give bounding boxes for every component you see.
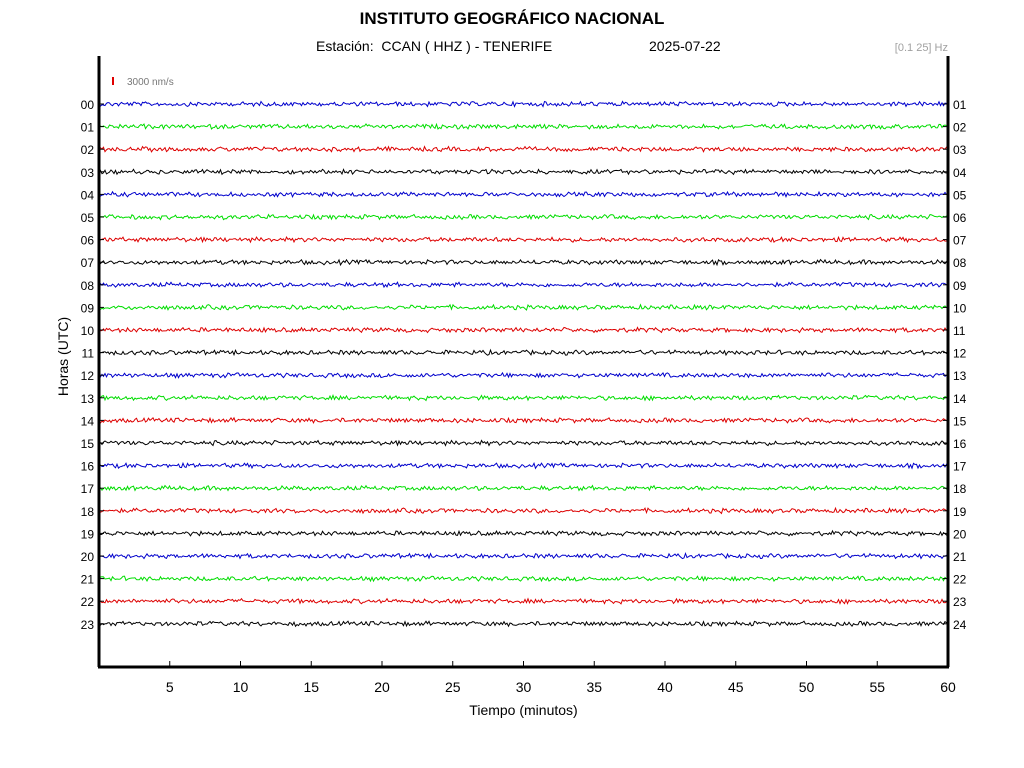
station-label: Estación:	[316, 38, 374, 54]
y-tick-label-left: 04	[81, 188, 95, 202]
trace-hour-22	[98, 597, 949, 605]
x-tick-label: 5	[166, 679, 174, 695]
y-tick-label-right: 24	[953, 618, 967, 632]
y-tick-label-left: 11	[82, 347, 95, 361]
y-tick-label-left: 07	[81, 256, 95, 270]
y-tick-label-right: 07	[953, 234, 967, 248]
x-tick-label: 50	[799, 679, 815, 695]
y-tick-label-right: 20	[953, 527, 967, 541]
frequency-band: [0.1 25] Hz	[894, 42, 948, 54]
y-tick-label-right: 23	[953, 595, 967, 609]
y-tick-label-right: 15	[953, 414, 967, 428]
x-tick-label: 45	[728, 679, 744, 695]
y-axis-label: Horas (UTC)	[55, 317, 71, 396]
trace-hour-05	[98, 213, 949, 221]
y-tick-label-right: 10	[953, 301, 967, 315]
y-tick-label-left: 10	[81, 324, 95, 338]
x-tick-label: 40	[657, 679, 673, 695]
trace-hour-18	[98, 506, 949, 515]
y-tick-label-left: 21	[81, 573, 95, 587]
y-tick-label-left: 18	[81, 505, 95, 519]
y-tick-label-right: 01	[953, 98, 967, 112]
y-tick-label-right: 18	[953, 482, 967, 496]
y-tick-label-left: 03	[81, 166, 95, 180]
trace-hour-00	[98, 100, 949, 108]
y-tick-label-right: 11	[953, 324, 966, 338]
chart-title: INSTITUTO GEOGRÁFICO NACIONAL	[359, 9, 665, 28]
y-tick-label-left: 02	[81, 143, 95, 157]
x-tick-label: 15	[303, 679, 319, 695]
y-tick-label-right: 17	[953, 460, 967, 474]
y-tick-label-right: 08	[953, 256, 967, 270]
y-tick-label-right: 06	[953, 211, 967, 225]
y-tick-label-left: 19	[81, 527, 95, 541]
y-tick-label-right: 02	[953, 121, 967, 135]
y-tick-label-right: 05	[953, 188, 967, 202]
x-tick-label: 30	[516, 679, 532, 695]
y-tick-label-left: 00	[81, 98, 95, 112]
y-tick-label-right: 09	[953, 279, 967, 293]
trace-hour-10	[98, 326, 949, 334]
y-tick-label-left: 06	[81, 234, 95, 248]
y-tick-label-right: 13	[953, 369, 967, 383]
y-tick-label-right: 03	[953, 143, 967, 157]
trace-hour-13	[98, 394, 949, 402]
x-tick-label: 10	[233, 679, 249, 695]
y-tick-label-right: 14	[953, 392, 967, 406]
y-tick-label-left: 23	[81, 618, 95, 632]
x-tick-label: 20	[374, 679, 390, 695]
trace-hour-04	[98, 190, 949, 199]
y-tick-label-left: 14	[81, 414, 95, 428]
trace-hour-15	[98, 439, 949, 447]
y-tick-label-left: 17	[81, 482, 95, 496]
trace-hour-16	[98, 461, 949, 470]
y-tick-label-left: 22	[81, 595, 95, 609]
trace-hour-11	[98, 348, 949, 357]
y-tick-label-right: 22	[953, 573, 967, 587]
trace-hour-21	[98, 575, 949, 583]
trace-hour-20	[98, 552, 949, 560]
x-tick-label: 35	[586, 679, 602, 695]
trace-hour-09	[98, 303, 949, 311]
y-tick-label-left: 09	[81, 301, 95, 315]
scale-bar-label: 3000 nm/s	[127, 77, 174, 88]
trace-hour-23	[98, 620, 949, 628]
x-tick-label: 55	[869, 679, 885, 695]
station-info: Estación: CCAN ( HHZ ) - TENERIFE	[316, 38, 552, 54]
y-tick-label-left: 12	[81, 369, 95, 383]
y-tick-label-right: 12	[953, 347, 967, 361]
y-tick-label-left: 16	[81, 460, 95, 474]
y-tick-label-right: 21	[953, 550, 967, 564]
trace-hour-14	[98, 416, 949, 424]
x-tick-label: 60	[940, 679, 956, 695]
trace-hour-03	[98, 168, 949, 176]
x-tick-label: 25	[445, 679, 461, 695]
y-tick-label-left: 08	[81, 279, 95, 293]
y-tick-label-right: 04	[953, 166, 967, 180]
trace-hour-12	[98, 371, 949, 379]
y-tick-label-right: 19	[953, 505, 967, 519]
station-name: CCAN ( HHZ ) - TENERIFE	[381, 38, 553, 54]
y-tick-label-left: 05	[81, 211, 95, 225]
trace-hour-02	[98, 145, 949, 153]
trace-hour-06	[98, 235, 949, 244]
y-tick-label-left: 01	[81, 121, 95, 135]
x-axis-label: Tiempo (minutos)	[469, 702, 577, 718]
y-tick-label-left: 15	[81, 437, 95, 451]
y-tick-label-left: 20	[81, 550, 95, 564]
chart-date: 2025-07-22	[649, 38, 721, 54]
y-tick-label-right: 16	[953, 437, 967, 451]
trace-hour-19	[98, 529, 949, 537]
trace-hour-07	[98, 258, 949, 267]
trace-hour-01	[98, 122, 949, 130]
y-tick-label-left: 13	[81, 392, 95, 406]
trace-hour-17	[98, 484, 949, 492]
trace-hour-08	[98, 281, 948, 289]
